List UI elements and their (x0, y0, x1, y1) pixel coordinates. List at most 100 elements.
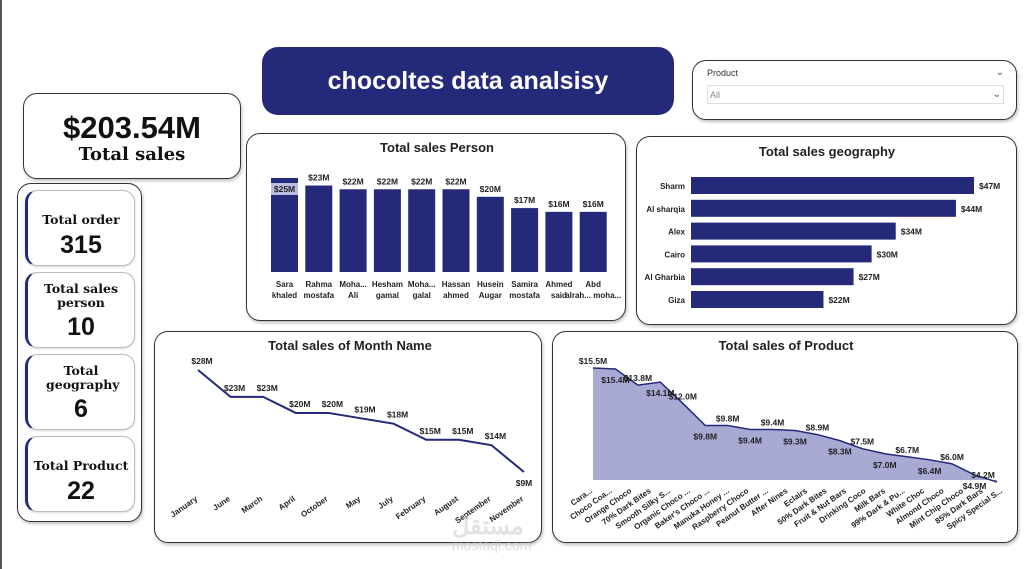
series-line (197, 369, 525, 473)
data-label: $34M (901, 227, 922, 237)
tick-label: April (277, 494, 297, 512)
tick-label: Alex (668, 228, 685, 237)
data-label: $20M (322, 399, 343, 409)
data-label: $47M (979, 181, 1000, 191)
bar (442, 189, 470, 272)
tick-label: Al Gharbia (645, 273, 686, 282)
watermark-arabic: مستقل (452, 513, 524, 540)
tick-label: Hassan (442, 280, 471, 289)
data-label: $22M (342, 176, 363, 186)
series-line (592, 367, 998, 483)
data-label: $8.9M (806, 423, 830, 433)
kpi-panel: Total order 315 Total sales person 10 To… (17, 183, 142, 522)
bar (691, 291, 824, 308)
data-label: $6.4M (918, 466, 942, 476)
data-label: $15M (452, 426, 473, 436)
data-label: $4.2M (971, 470, 995, 480)
sales-product-chart: Total sales of Product $15.5M $15.4M $13.8M… (552, 331, 1018, 543)
series-area (593, 368, 997, 482)
data-label: $9.4M (738, 436, 762, 446)
bar (408, 189, 436, 272)
chart-title: Total sales of Month Name (268, 338, 432, 353)
bar (691, 177, 974, 194)
kpi-label: Total sales person (43, 281, 119, 310)
tick-label: Rahma (305, 280, 332, 289)
slicer-selected-value: All (710, 89, 721, 100)
tick-label: gamal (376, 291, 399, 300)
tick-label: Husein (477, 280, 504, 289)
tick-label: Al sharqia (646, 205, 685, 214)
tick-label: khaled (272, 291, 297, 300)
data-label: $20M (480, 184, 501, 194)
bar (373, 189, 401, 272)
data-label: $22M (828, 295, 849, 305)
slicer-header[interactable]: Product ⌄ (707, 67, 1004, 78)
tick-label: Augar (479, 291, 502, 300)
tick-label: alrah... moha... (565, 291, 621, 300)
sales-month-svg: Total sales of Month Name $28M January $23M… (169, 338, 533, 525)
data-label: $13.8M (624, 373, 652, 383)
data-label: $9.8M (716, 414, 740, 424)
sales-geography-chart: Total sales geography Sharm $47M Al sharqia… (636, 136, 1017, 325)
bar (579, 211, 607, 272)
data-label: $23M (224, 383, 245, 393)
tick-label: July (376, 494, 395, 511)
slicer-dropdown[interactable]: All ⌄ (707, 85, 1004, 104)
sales-geography-svg: Total sales geography Sharm $47M Al sharqia… (645, 144, 1000, 308)
data-label: $27M (859, 272, 880, 282)
chevron-down-icon[interactable]: ⌄ (995, 67, 1004, 78)
kpi-total-order: Total order 315 (25, 190, 135, 266)
total-sales-label: Total sales (78, 144, 186, 165)
tick-label: galal (413, 291, 431, 300)
kpi-label: Total Product (33, 458, 129, 473)
data-label: $22M (377, 176, 398, 186)
data-label: $16M (548, 199, 569, 209)
data-label: $9M (516, 478, 533, 488)
tick-label: Sharm (660, 182, 685, 191)
bar (339, 189, 367, 272)
data-label: $7.0M (873, 460, 897, 470)
data-label: $22M (445, 176, 466, 186)
data-label: $22M (411, 176, 432, 186)
data-label: $9.4M (761, 418, 785, 428)
tick-label: Sara (276, 280, 294, 289)
tick-label: ahmed (443, 291, 469, 300)
data-label: $7.5M (851, 437, 875, 447)
tick-label: Moha... (339, 280, 367, 289)
tick-label: Ali (348, 291, 358, 300)
data-label: $23M (257, 383, 278, 393)
tick-label: mostafa (303, 291, 334, 300)
page-left-border (0, 0, 2, 569)
data-label: $30M (877, 249, 898, 259)
tick-label: Samira (511, 280, 538, 289)
bar-highlight (271, 183, 298, 195)
product-slicer[interactable]: Product ⌄ All ⌄ (692, 60, 1017, 120)
data-label: $4.9M (963, 481, 987, 491)
data-label: $14M (485, 431, 506, 441)
data-label: $16M (583, 199, 604, 209)
tick-label: February (394, 494, 428, 521)
sales-person-chart: Total sales Person $25M Sara khaled $23M Rahm… (246, 133, 626, 321)
data-label: $6.7M (895, 445, 919, 455)
data-label: $9.8M (693, 432, 717, 442)
tick-label: June (211, 494, 232, 512)
chart-title: Total sales geography (759, 144, 896, 159)
kpi-value: 22 (67, 477, 95, 505)
tick-label: October (299, 494, 329, 519)
chart-title: Total sales Person (380, 140, 494, 155)
chevron-down-icon[interactable]: ⌄ (992, 89, 1001, 100)
data-label: $17M (514, 195, 535, 205)
data-label: $15.5M (579, 356, 607, 366)
bar (511, 208, 539, 272)
tick-label: March (240, 494, 265, 515)
watermark-latin: mostaql.com (452, 537, 532, 553)
bar (691, 222, 896, 240)
bar (691, 245, 872, 263)
bar (305, 185, 333, 272)
bar (691, 268, 854, 286)
data-label: $44M (961, 204, 982, 214)
sales-month-chart: Total sales of Month Name $28M January $23M… (154, 331, 542, 543)
data-label: $9.3M (783, 437, 807, 447)
data-label: $23M (308, 173, 329, 183)
data-label: $14.1M (646, 388, 674, 398)
